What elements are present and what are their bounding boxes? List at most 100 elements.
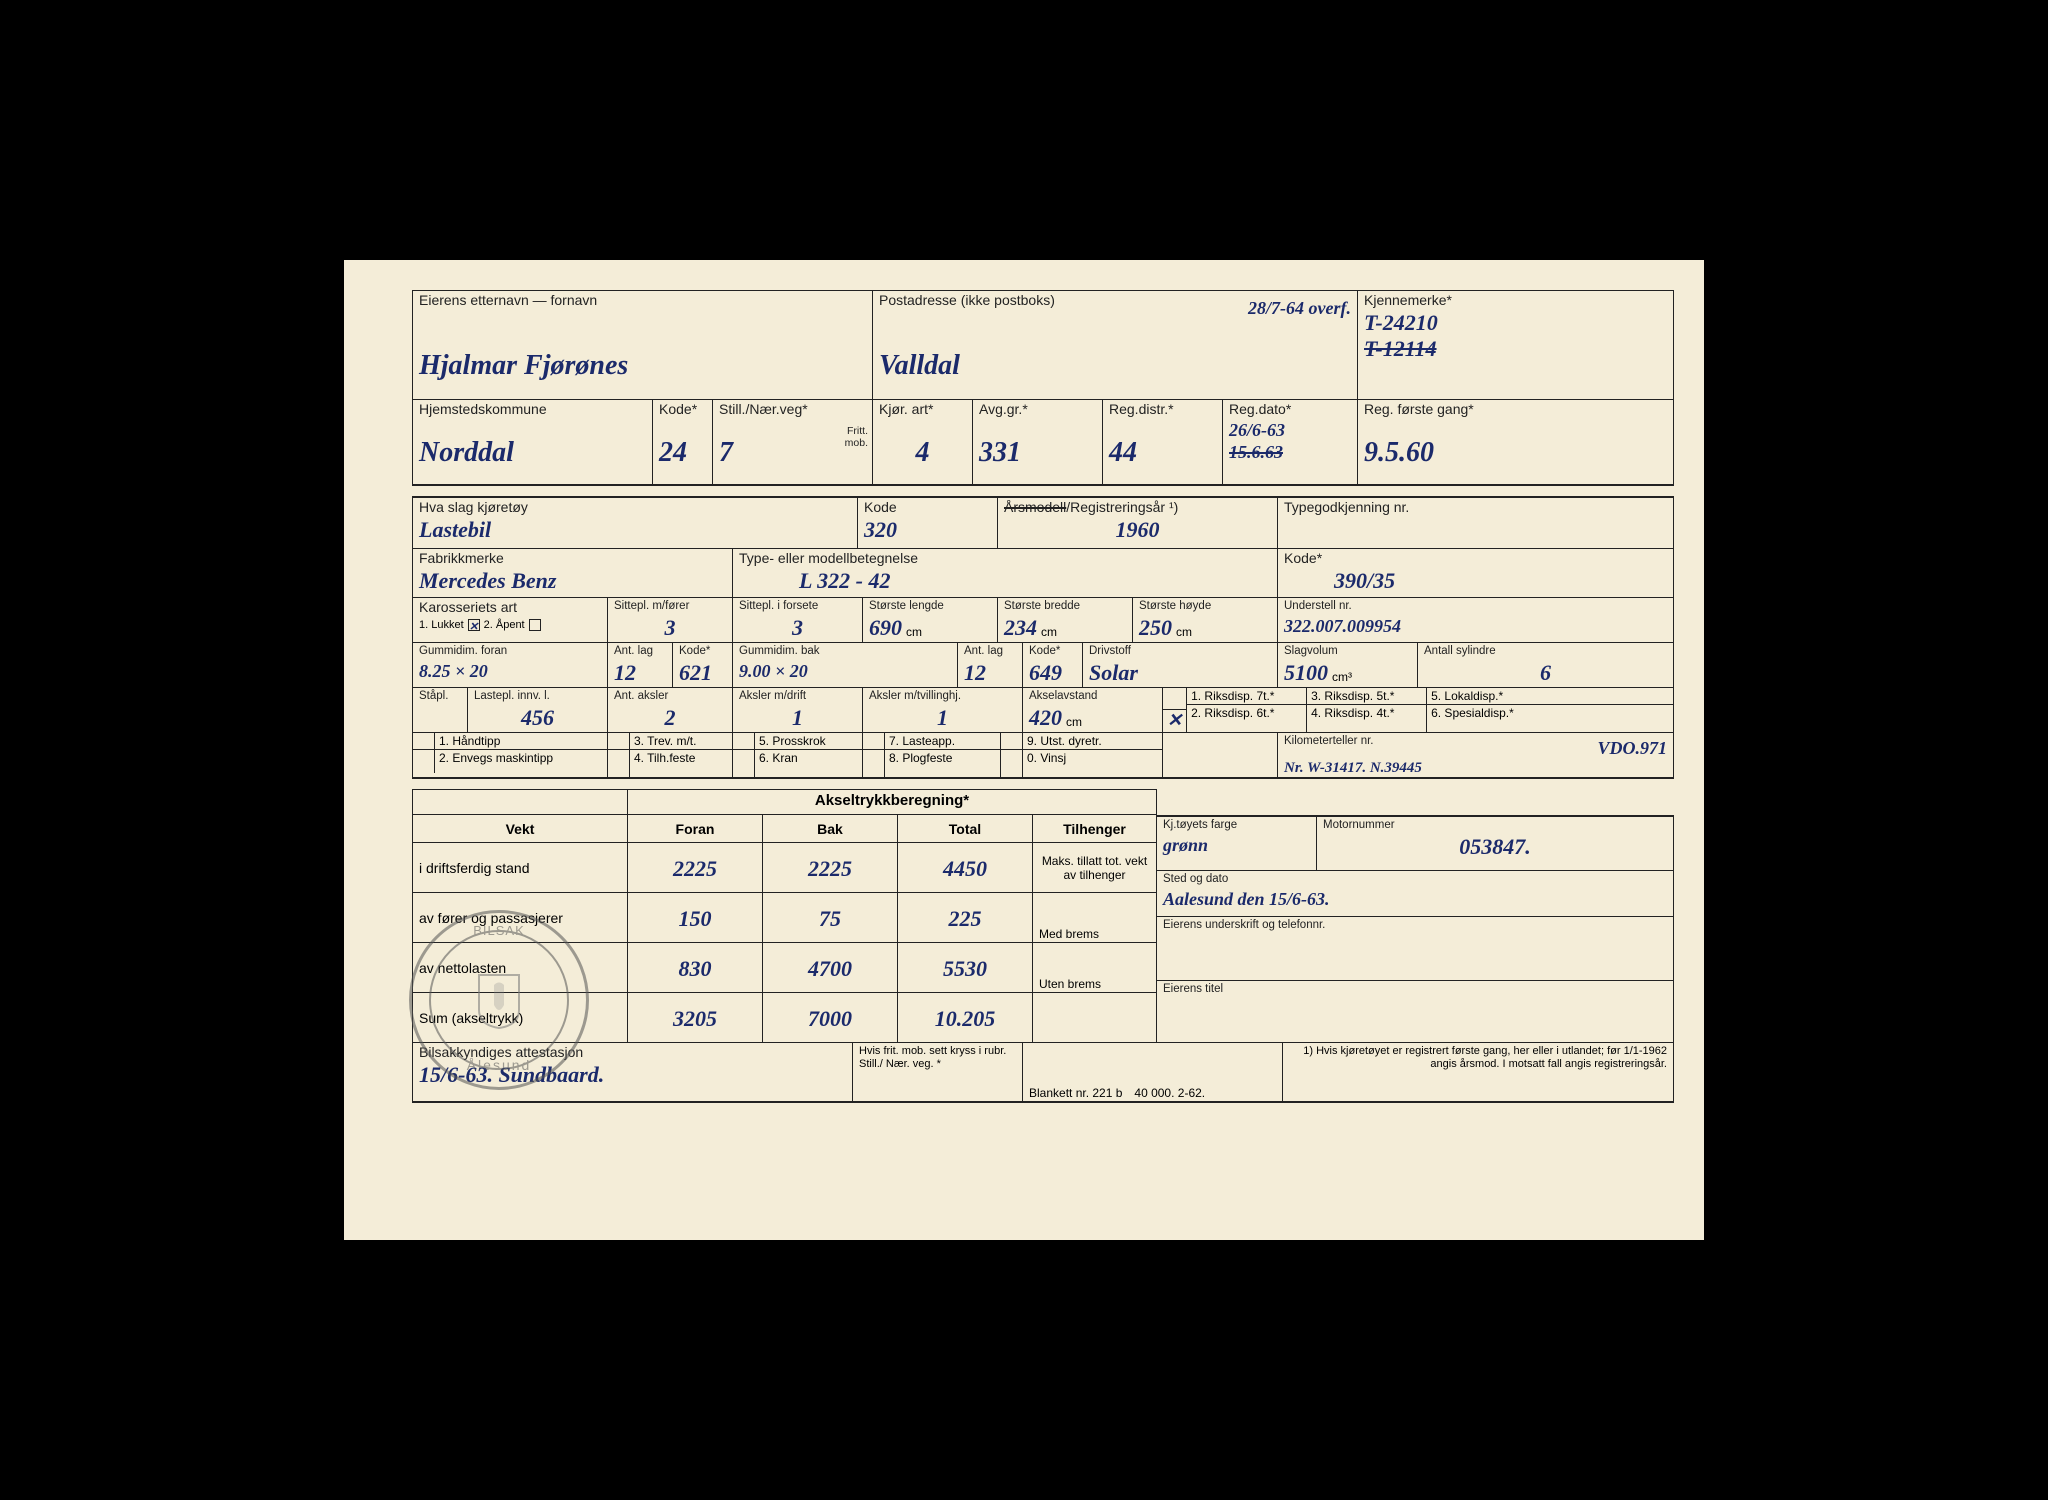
type-label: Type- eller modellbetegnelse [739,551,1271,566]
regd-value: 44 [1109,435,1216,467]
row4-lbl: Sum (akseltrykk) [413,993,628,1042]
riks4-label: 4. Riksdisp. 4t.* [1307,705,1426,721]
ars-label: Årsmodell/Registreringsår ¹) [1004,500,1271,515]
post-note: 28/7-64 overf. [1248,295,1351,317]
sted-value: Aalesund den 15/6-63. [1163,886,1667,908]
drift-value: 1 [739,703,856,729]
km-value1: VDO.971 [1597,735,1667,757]
axle-pressure-section: Akseltrykkberegning* Vekt Foran Bak Tota… [412,789,1674,1043]
eq-1: 1. Håndtipp [435,733,607,750]
gf-value: 8.25 × 20 [419,658,601,680]
r3f: 830 [628,943,763,992]
lokal-label: 5. Lokaldisp.* [1427,688,1673,705]
r1f: 2225 [628,843,763,892]
still-label: Still./Nær.veg* [719,402,866,417]
tilh-uten: Uten brems [1033,943,1156,992]
avg-label: Avg.gr.* [979,402,1096,417]
riks7-label: 1. Riksdisp. 7t.* [1187,688,1306,705]
row-owner: Eierens etternavn — fornavn Hjalmar Fjør… [412,290,1674,400]
type-value: L 322 - 42 [739,566,1271,592]
lengde-label: Største lengde [869,600,991,613]
aksler-value: 2 [614,703,726,729]
r2t: 225 [898,893,1033,942]
bredde-label: Største bredde [1004,600,1126,613]
kjenn-label: Kjennemerke* [1364,293,1667,308]
footnote-1: 1) Hvis kjøretøyet er registrert første … [1283,1043,1673,1101]
eq-3: 3. Trev. m/t. [630,733,732,750]
linv-value: 456 [474,703,601,729]
hdr-vekt: Vekt [413,815,628,842]
aksel-title: Akseltrykkberegning* [628,790,1156,814]
row-vehicle-type: Hva slag kjøretøy Lastebil Kode 320 Årsm… [412,496,1674,549]
ars-value: 1960 [1004,515,1271,541]
r3t: 5530 [898,943,1033,992]
sittef-label: Sittepl. m/fører [614,600,726,613]
hdr-tilh: Tilhenger [1033,815,1156,842]
r4f: 3205 [628,993,763,1042]
gb-label: Gummidim. bak [739,645,951,658]
km-label: Kilometerteller nr. [1284,735,1373,757]
regdato-value: 26/6-63 [1229,417,1351,439]
gb-value: 9.00 × 20 [739,658,951,680]
karo-opt2: 2. Åpent [484,619,525,631]
eq-0: 0. Vinsj [1023,750,1162,766]
karo-opt1: 1. Lukket [419,619,464,631]
motor-label: Motornummer [1323,819,1667,832]
fritt-label: Fritt. mob. [845,426,868,449]
hjem-value: Norddal [419,435,646,467]
gf-label: Gummidim. foran [419,645,601,658]
row-make: Fabrikkmerke Mercedes Benz Type- eller m… [412,549,1674,598]
row2-lbl: av fører og passasjerer [413,893,628,942]
tvill-label: Aksler m/tvillinghj. [869,690,1016,703]
regdato-label: Reg.dato* [1229,402,1351,417]
km-value2: Nr. W-31417. N.39445 [1284,757,1667,776]
kode3-value: 320 [864,515,991,541]
regd-label: Reg.distr.* [1109,402,1216,417]
kode-value: 24 [659,435,706,467]
r2b: 75 [763,893,898,942]
owner-name-value: Hjalmar Fjørønes [419,348,866,380]
linv-label: Lastepl. innv. l. [474,690,601,703]
lagf-label: Ant. lag [614,645,666,658]
under-label: Understell nr. [1284,600,1667,613]
kode-label: Kode* [659,402,706,417]
spes-label: 6. Spesialdisp.* [1427,705,1673,721]
kodef-label: Kode* [679,645,726,658]
tvill-value: 1 [869,703,1016,729]
fabrikk-value: Mercedes Benz [419,566,726,592]
karo-checkbox-1[interactable]: ✕ [468,619,480,631]
r3b: 4700 [763,943,898,992]
kode4-label: Kode* [1284,551,1667,566]
aav-value: 420 [1029,703,1062,729]
driv-value: Solar [1089,658,1271,684]
post-value: Valldal [879,348,1351,380]
row-tires: Gummidim. foran 8.25 × 20 Ant. lag 12 Ko… [412,643,1674,688]
owner-name-label: Eierens etternavn — fornavn [419,293,866,308]
riks6-check[interactable]: ✕ [1163,710,1186,732]
farge-label: Kj.tøyets farge [1163,819,1310,832]
under-value: 322.007.009954 [1284,613,1667,635]
riks5-label: 3. Riksdisp. 5t.* [1307,688,1426,705]
lagb-label: Ant. lag [964,645,1016,658]
att-value: 15/6-63. Sundbaard. [419,1060,846,1086]
karo-checkbox-2[interactable] [529,619,541,631]
karo-label: Karosseriets art [419,600,601,615]
row-equipment: 1. Håndtipp 2. Envegs maskintipp 3. Trev… [412,733,1674,779]
sittefs-value: 3 [739,613,856,639]
blankett-b: 40 000. 2-62. [1134,1086,1205,1100]
motor-value: 053847. [1323,832,1667,858]
bredde-value: 234 [1004,613,1037,639]
sittef-value: 3 [614,613,726,639]
att-label: Bilsakkyndiges attestasjon [419,1045,846,1060]
kode3-label: Kode [864,500,991,515]
row-body: Karosseriets art 1. Lukket ✕ 2. Åpent Si… [412,598,1674,643]
hdr-bak: Bak [763,815,898,842]
kjenn-struck: T-12114 [1364,334,1667,360]
kodeb-label: Kode* [1029,645,1076,658]
row-municipality: Hjemstedskommune Norddal Kode* 24 Still.… [412,400,1674,486]
regf-label: Reg. første gang* [1364,402,1667,417]
slag-label: Slagvolum [1284,645,1411,658]
regf-value: 9.5.60 [1364,435,1667,467]
driv-label: Drivstoff [1089,645,1271,658]
hjem-label: Hjemstedskommune [419,402,646,417]
